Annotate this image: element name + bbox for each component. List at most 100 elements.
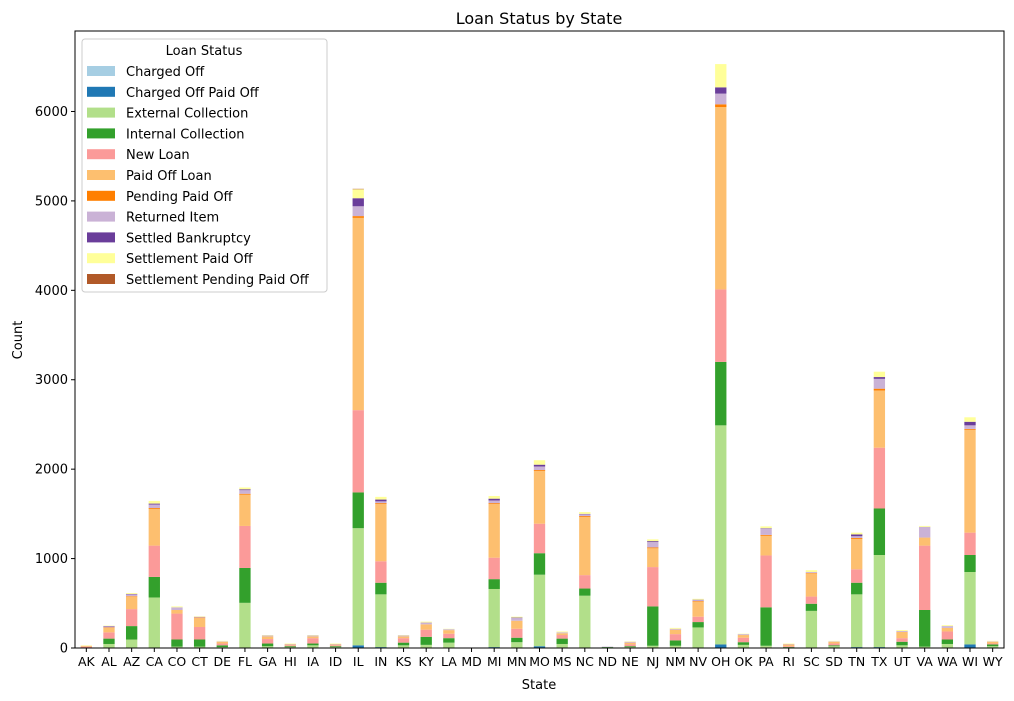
legend-entry-label: External Collection <box>126 107 248 122</box>
legend-entry-label: Charged Off Paid Off <box>126 86 260 101</box>
bar-segment-nj-5 <box>647 548 659 568</box>
x-tick-label: IL <box>353 654 364 669</box>
bar-segment-la-5 <box>443 630 455 634</box>
bar-segment-ca-5 <box>148 508 160 546</box>
bar-segment-mo-3 <box>533 553 546 575</box>
y-tick-label: 5000 <box>35 194 68 209</box>
x-tick-label: AK <box>78 654 96 669</box>
bar-segment-co-2 <box>171 646 183 648</box>
x-tick-label: OK <box>734 654 753 669</box>
x-tick-label: MO <box>529 654 550 669</box>
chart-title: Loan Status by State <box>456 9 623 28</box>
bar-segment-pa-2 <box>760 645 772 648</box>
bar-segment-il-6 <box>352 216 364 218</box>
x-tick-label: MI <box>487 654 501 669</box>
bar-segment-la-7 <box>443 629 455 631</box>
bar-segment-hi-4 <box>284 645 296 647</box>
bar-segment-mi-7 <box>488 500 500 504</box>
bar-segment-oh-3 <box>715 361 727 426</box>
bar-segment-ut-5 <box>896 631 908 639</box>
bar-segment-ri-5 <box>783 644 795 647</box>
bar-segment-mn-7 <box>511 618 523 621</box>
bar-segment-hi-3 <box>284 646 296 648</box>
y-axis: 0 1000 2000 3000 4000 5000 6000 <box>35 105 75 657</box>
bar-segment-ky-7 <box>420 622 432 625</box>
bar-segment-wi-3 <box>964 555 976 572</box>
bar-segment-mo-6 <box>533 470 546 471</box>
bar-segment-sc-5 <box>805 573 818 597</box>
x-tick-label: WY <box>983 654 1003 669</box>
bar-segment-ga-5 <box>261 636 274 640</box>
bar-segment-va-3 <box>919 609 931 647</box>
bar-segment-fl-5 <box>239 494 251 526</box>
bar-segment-ks-2 <box>397 645 410 648</box>
legend-box <box>81 38 328 293</box>
bar-segment-mi-5 <box>488 504 500 558</box>
legend-entry-label: Internal Collection <box>126 127 245 142</box>
bar-segment-wy-2 <box>987 646 999 648</box>
y-tick-label: 0 <box>60 642 68 657</box>
bar-segment-ks-3 <box>397 642 410 646</box>
bar-segment-oh-6 <box>715 104 727 108</box>
bar-segment-mo-5 <box>533 470 546 524</box>
x-tick-label: CT <box>191 654 208 669</box>
bar-segment-sc-2 <box>805 610 818 648</box>
bar-segment-ok-4 <box>737 637 750 643</box>
bar-segment-fl-4 <box>239 525 251 568</box>
bar-segment-nc-9 <box>579 512 591 514</box>
bar-segment-nm-4 <box>669 634 682 641</box>
bar-segment-ok-3 <box>737 642 750 645</box>
x-tick-label: CA <box>146 654 164 669</box>
bar-segment-ca-8 <box>148 503 160 505</box>
bar-segment-mi-4 <box>488 557 500 580</box>
y-tick-label: 3000 <box>35 373 68 388</box>
bar-segment-id-5 <box>329 644 342 646</box>
bar-segment-wi-2 <box>964 571 976 645</box>
bar-segment-mi-6 <box>488 503 500 505</box>
bar-segment-tx-6 <box>873 388 886 391</box>
bar-segment-wy-4 <box>987 643 999 645</box>
bar-segment-tn-2 <box>851 594 863 648</box>
bar-segment-ia-4 <box>307 638 319 644</box>
x-tick-label: MD <box>461 654 481 669</box>
legend-entry-label: Pending Paid Off <box>126 190 234 205</box>
bar-segment-al-5 <box>103 627 115 633</box>
bar-segment-wa-2 <box>941 643 954 648</box>
x-tick-label: AZ <box>123 654 140 669</box>
bar-segment-ms-3 <box>556 638 568 644</box>
bar-segment-mo-7 <box>533 466 546 471</box>
bar-segment-mn-5 <box>511 620 523 629</box>
bar-segment-ks-7 <box>397 635 410 637</box>
bar-segment-oh-1 <box>715 644 727 648</box>
bar-segment-ky-2 <box>420 644 432 648</box>
legend-entry-label: Settlement Paid Off <box>126 252 254 267</box>
bar-segment-de-3 <box>216 645 228 648</box>
bar-segment-ga-2 <box>261 646 274 648</box>
bar-segment-nj-3 <box>647 606 659 646</box>
x-tick-label: IA <box>307 654 320 669</box>
bar-segment-nv-2 <box>692 627 704 648</box>
bar-segment-ne-7 <box>624 641 636 643</box>
bar-segment-pa-6 <box>760 534 772 536</box>
legend-swatch <box>87 274 115 284</box>
bar-segment-tx-3 <box>873 508 886 556</box>
legend-entry-label: New Loan <box>126 148 190 163</box>
bar-segment-sd-2 <box>828 646 840 648</box>
bar-segment-tx-2 <box>873 555 886 648</box>
x-tick-label: UT <box>894 654 911 669</box>
x-tick-label: NJ <box>646 654 659 669</box>
x-tick-label: MS <box>553 654 572 669</box>
bar-segment-ks-4 <box>397 638 410 643</box>
bar-segment-in-2 <box>375 594 387 648</box>
bar-segment-pa-4 <box>760 555 772 608</box>
legend-entry-label: Paid Off Loan <box>126 169 212 184</box>
bar-segment-az-2 <box>125 639 138 648</box>
bar-segment-wy-3 <box>987 644 999 647</box>
bar-segment-ca-2 <box>148 597 160 648</box>
bar-segment-ut-4 <box>896 638 908 642</box>
bar-segment-ms-7 <box>556 632 568 634</box>
bar-segment-nv-7 <box>692 600 704 602</box>
bar-segment-mo-2 <box>533 574 546 647</box>
bar-segment-in-8 <box>375 499 387 502</box>
bar-segment-in-4 <box>375 561 387 583</box>
